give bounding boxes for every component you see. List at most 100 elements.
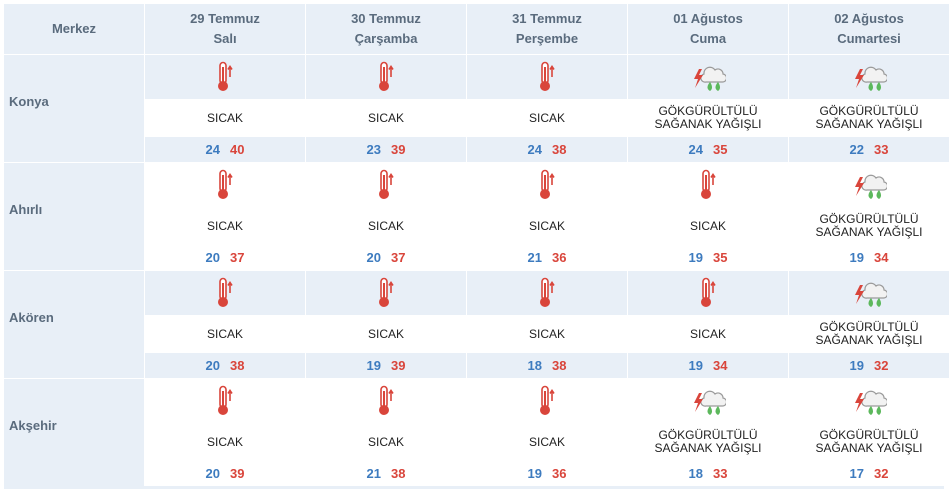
temperature-range: 19 34 (628, 353, 788, 378)
min-temp: 20 (205, 466, 220, 481)
min-temp: 23 (366, 142, 381, 157)
thermometer-hot-icon (467, 379, 627, 423)
min-temp: 19 (849, 358, 864, 373)
forecast-table: Merkez 29 Temmuz Salı 30 Temmuz Çarşamba… (4, 4, 949, 488)
condition-line: SICAK (528, 218, 565, 233)
min-temp: 19 (688, 250, 703, 265)
max-temp: 32 (874, 358, 889, 373)
temperature-range: 19 39 (306, 353, 466, 378)
forecast-cell: SICAK 21 36 (467, 163, 627, 270)
condition-text: SICAK (306, 99, 466, 137)
max-temp: 36 (552, 466, 567, 481)
condition-text: SICAK (306, 423, 466, 461)
temperature-range: 19 35 (628, 245, 788, 270)
forecast-cell: SICAK 20 39 (145, 379, 305, 486)
city-name: Akören (9, 310, 54, 325)
min-temp: 20 (366, 250, 381, 265)
city-name-cell: Akören (4, 271, 144, 378)
forecast-cell: GÖKGÜRÜLTÜLÜ SAĞANAK YAĞIŞLI 22 33 (789, 55, 949, 162)
condition-line: SICAK (528, 110, 565, 125)
city-name: Akşehir (9, 418, 57, 433)
min-temp: 19 (527, 466, 542, 481)
day-weekday: Cuma (689, 31, 727, 46)
forecast-cell: SICAK 18 38 (467, 271, 627, 378)
min-temp: 20 (205, 250, 220, 265)
city-name-cell: Konya (4, 55, 144, 162)
day-date: 30 Temmuz (351, 11, 421, 26)
max-temp: 35 (713, 142, 728, 157)
forecast-cell: GÖKGÜRÜLTÜLÜ SAĞANAK YAĞIŞLI 19 34 (789, 163, 949, 270)
forecast-cell: SICAK 20 37 (306, 163, 466, 270)
forecast-cell: SICAK 20 38 (145, 271, 305, 378)
day-date: 02 Ağustos (834, 11, 904, 26)
condition-line: SICAK (206, 434, 243, 449)
thermometer-hot-icon (467, 271, 627, 315)
day-weekday: Salı (213, 31, 237, 46)
forecast-cell: SICAK 20 37 (145, 163, 305, 270)
thunderstorm-rain-icon (789, 55, 949, 99)
condition-line: GÖKGÜRÜLTÜLÜ (658, 428, 758, 442)
forecast-cell: GÖKGÜRÜLTÜLÜ SAĞANAK YAĞIŞLI 24 35 (628, 55, 788, 162)
thermometer-hot-icon (145, 55, 305, 99)
city-name: Ahırlı (9, 202, 43, 217)
condition-line: SAĞANAK YAĞIŞLI (815, 441, 923, 455)
forecast-cell: SICAK 19 35 (628, 163, 788, 270)
condition-line: SAĞANAK YAĞIŞLI (815, 333, 923, 347)
max-temp: 39 (391, 358, 406, 373)
condition-line: SAĞANAK YAĞIŞLI (654, 441, 762, 455)
condition-line: GÖKGÜRÜLTÜLÜ (819, 428, 919, 442)
condition-line: SICAK (367, 434, 404, 449)
thermometer-hot-icon (306, 379, 466, 423)
temperature-range: 24 38 (467, 137, 627, 162)
condition-line: GÖKGÜRÜLTÜLÜ (819, 104, 919, 118)
min-temp: 19 (366, 358, 381, 373)
merkez-label: Merkez (51, 21, 97, 36)
thunderstorm-rain-icon (789, 271, 949, 315)
day-weekday: Perşembe (515, 31, 579, 46)
temperature-range: 18 38 (467, 353, 627, 378)
max-temp: 33 (713, 466, 728, 481)
day-date: 29 Temmuz (190, 11, 260, 26)
temperature-range: 19 34 (789, 245, 949, 270)
city-name: Konya (9, 94, 49, 109)
condition-line: SICAK (367, 110, 404, 125)
temperature-range: 17 32 (789, 461, 949, 486)
temperature-range: 19 32 (789, 353, 949, 378)
condition-line: SICAK (206, 326, 243, 341)
temperature-range: 20 38 (145, 353, 305, 378)
condition-text: SICAK (467, 423, 627, 461)
thunderstorm-rain-icon (628, 379, 788, 423)
condition-text: GÖKGÜRÜLTÜLÜ SAĞANAK YAĞIŞLI (628, 423, 788, 461)
temperature-range: 18 33 (628, 461, 788, 486)
thunderstorm-rain-icon (628, 55, 788, 99)
condition-text: SICAK (306, 207, 466, 245)
temperature-range: 24 40 (145, 137, 305, 162)
day-header: 29 Temmuz Salı (145, 4, 305, 54)
max-temp: 37 (391, 250, 406, 265)
day-header: 30 Temmuz Çarşamba (306, 4, 466, 54)
temperature-range: 21 36 (467, 245, 627, 270)
temperature-range: 21 38 (306, 461, 466, 486)
temperature-range: 22 33 (789, 137, 949, 162)
max-temp: 38 (230, 358, 245, 373)
condition-line: GÖKGÜRÜLTÜLÜ (819, 212, 919, 226)
thermometer-hot-icon (306, 163, 466, 207)
min-temp: 22 (849, 142, 864, 157)
forecast-cell: SICAK 19 34 (628, 271, 788, 378)
condition-text: SICAK (145, 99, 305, 137)
day-header: 02 Ağustos Cumartesi (789, 4, 949, 54)
min-temp: 21 (527, 250, 542, 265)
day-header: 01 Ağustos Cuma (628, 4, 788, 54)
condition-line: SICAK (528, 434, 565, 449)
condition-text: SICAK (467, 99, 627, 137)
max-temp: 39 (391, 142, 406, 157)
thermometer-hot-icon (145, 271, 305, 315)
max-temp: 34 (713, 358, 728, 373)
max-temp: 38 (391, 466, 406, 481)
max-temp: 35 (713, 250, 728, 265)
max-temp: 37 (230, 250, 245, 265)
condition-text: GÖKGÜRÜLTÜLÜ SAĞANAK YAĞIŞLI (789, 207, 949, 245)
thermometer-hot-icon (628, 271, 788, 315)
temperature-range: 24 35 (628, 137, 788, 162)
forecast-cell: GÖKGÜRÜLTÜLÜ SAĞANAK YAĞIŞLI 17 32 (789, 379, 949, 486)
